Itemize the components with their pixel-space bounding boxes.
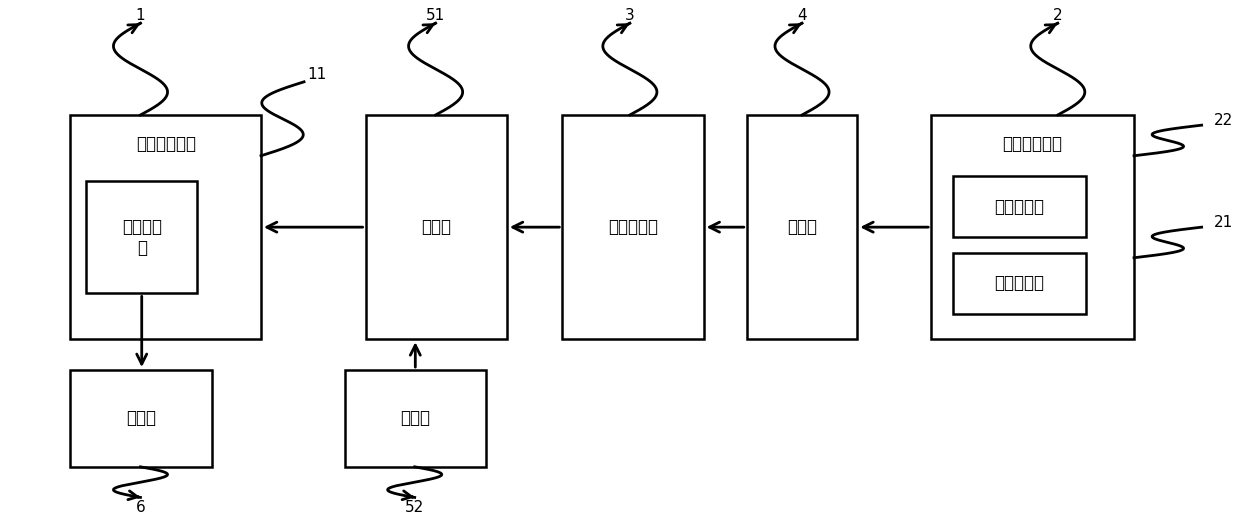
FancyBboxPatch shape	[954, 176, 1086, 237]
Text: 3: 3	[625, 8, 635, 23]
FancyBboxPatch shape	[954, 253, 1086, 314]
Text: 储蓄电池模块: 储蓄电池模块	[135, 135, 196, 153]
Text: 控制器: 控制器	[401, 409, 430, 427]
Text: 断电件: 断电件	[422, 218, 451, 236]
Text: 21: 21	[1214, 214, 1234, 229]
Text: 报警器: 报警器	[126, 409, 156, 427]
Text: 4: 4	[797, 8, 807, 23]
Text: 电池容量
件: 电池容量 件	[122, 218, 161, 257]
FancyBboxPatch shape	[71, 115, 260, 339]
Text: 电流检测件: 电流检测件	[608, 218, 658, 236]
Text: 稳流件: 稳流件	[787, 218, 817, 236]
FancyBboxPatch shape	[366, 115, 507, 339]
Text: 6: 6	[135, 500, 145, 515]
Text: 22: 22	[1214, 113, 1234, 128]
Text: 2: 2	[1053, 8, 1063, 23]
FancyBboxPatch shape	[71, 370, 212, 467]
Text: 功率控制件: 功率控制件	[994, 274, 1044, 292]
FancyBboxPatch shape	[931, 115, 1135, 339]
FancyBboxPatch shape	[345, 370, 486, 467]
Text: 功率限定件: 功率限定件	[994, 198, 1044, 216]
Text: 52: 52	[405, 500, 424, 515]
Text: 1: 1	[135, 8, 145, 23]
FancyBboxPatch shape	[562, 115, 703, 339]
Text: 燃料电池模块: 燃料电池模块	[1003, 135, 1063, 153]
Text: 51: 51	[427, 8, 445, 23]
FancyBboxPatch shape	[87, 181, 197, 293]
FancyBboxPatch shape	[746, 115, 857, 339]
Text: 11: 11	[308, 66, 327, 81]
